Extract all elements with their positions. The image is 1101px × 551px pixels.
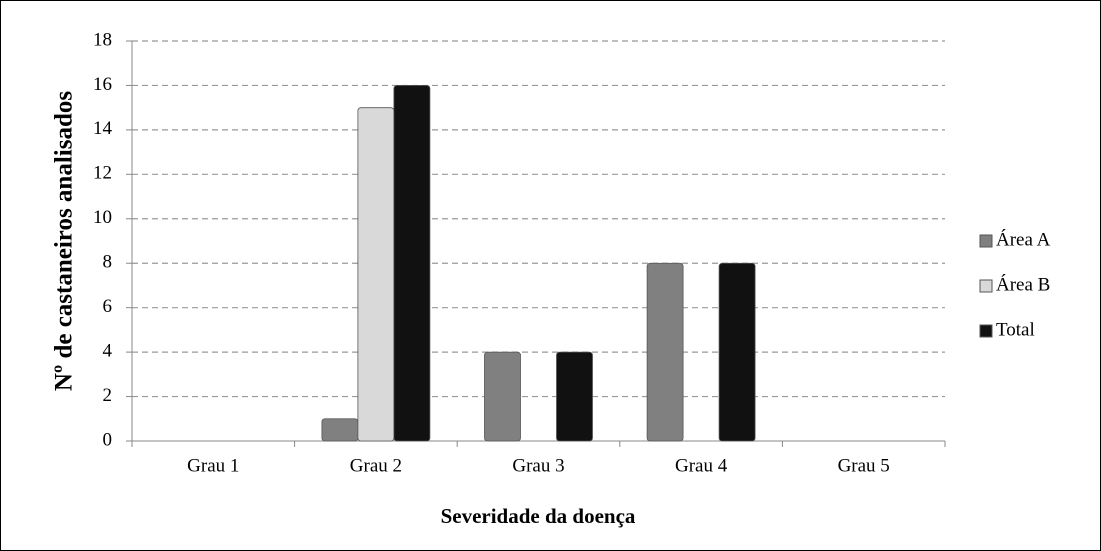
legend-swatch [979, 234, 993, 248]
x-tick-label: Grau 1 [187, 455, 239, 476]
legend-label: Área A [996, 228, 1051, 250]
x-tick-label: Grau 5 [838, 455, 890, 476]
x-axis-label: Severidade da doença [441, 504, 636, 528]
bar [321, 418, 359, 442]
bar [718, 262, 756, 442]
y-axis-label: Nº de castaneiros analisados [51, 91, 78, 391]
legend-label: Área B [996, 273, 1050, 295]
legend-swatch [979, 324, 993, 338]
y-tick-label: 10 [93, 207, 112, 228]
y-tick-label: 2 [103, 385, 113, 406]
y-tick-label: 8 [103, 252, 113, 273]
y-tick-label: 18 [93, 29, 112, 50]
bar [646, 262, 684, 442]
x-tick-label: Grau 2 [350, 455, 402, 476]
x-tick-label: Grau 3 [512, 455, 564, 476]
y-tick-label: 16 [93, 74, 112, 95]
y-tick-label: 0 [103, 429, 113, 450]
bar [484, 351, 521, 442]
y-tick-label: 6 [103, 296, 113, 317]
bar [357, 107, 395, 442]
bar [556, 351, 593, 442]
y-tick-label: 4 [103, 340, 113, 361]
legend-label: Total [996, 319, 1035, 340]
y-tick-label: 14 [93, 118, 113, 139]
y-tick-label: 12 [93, 163, 112, 184]
bar [393, 85, 431, 442]
x-tick-label: Grau 4 [675, 455, 728, 476]
legend-swatch [979, 279, 993, 293]
